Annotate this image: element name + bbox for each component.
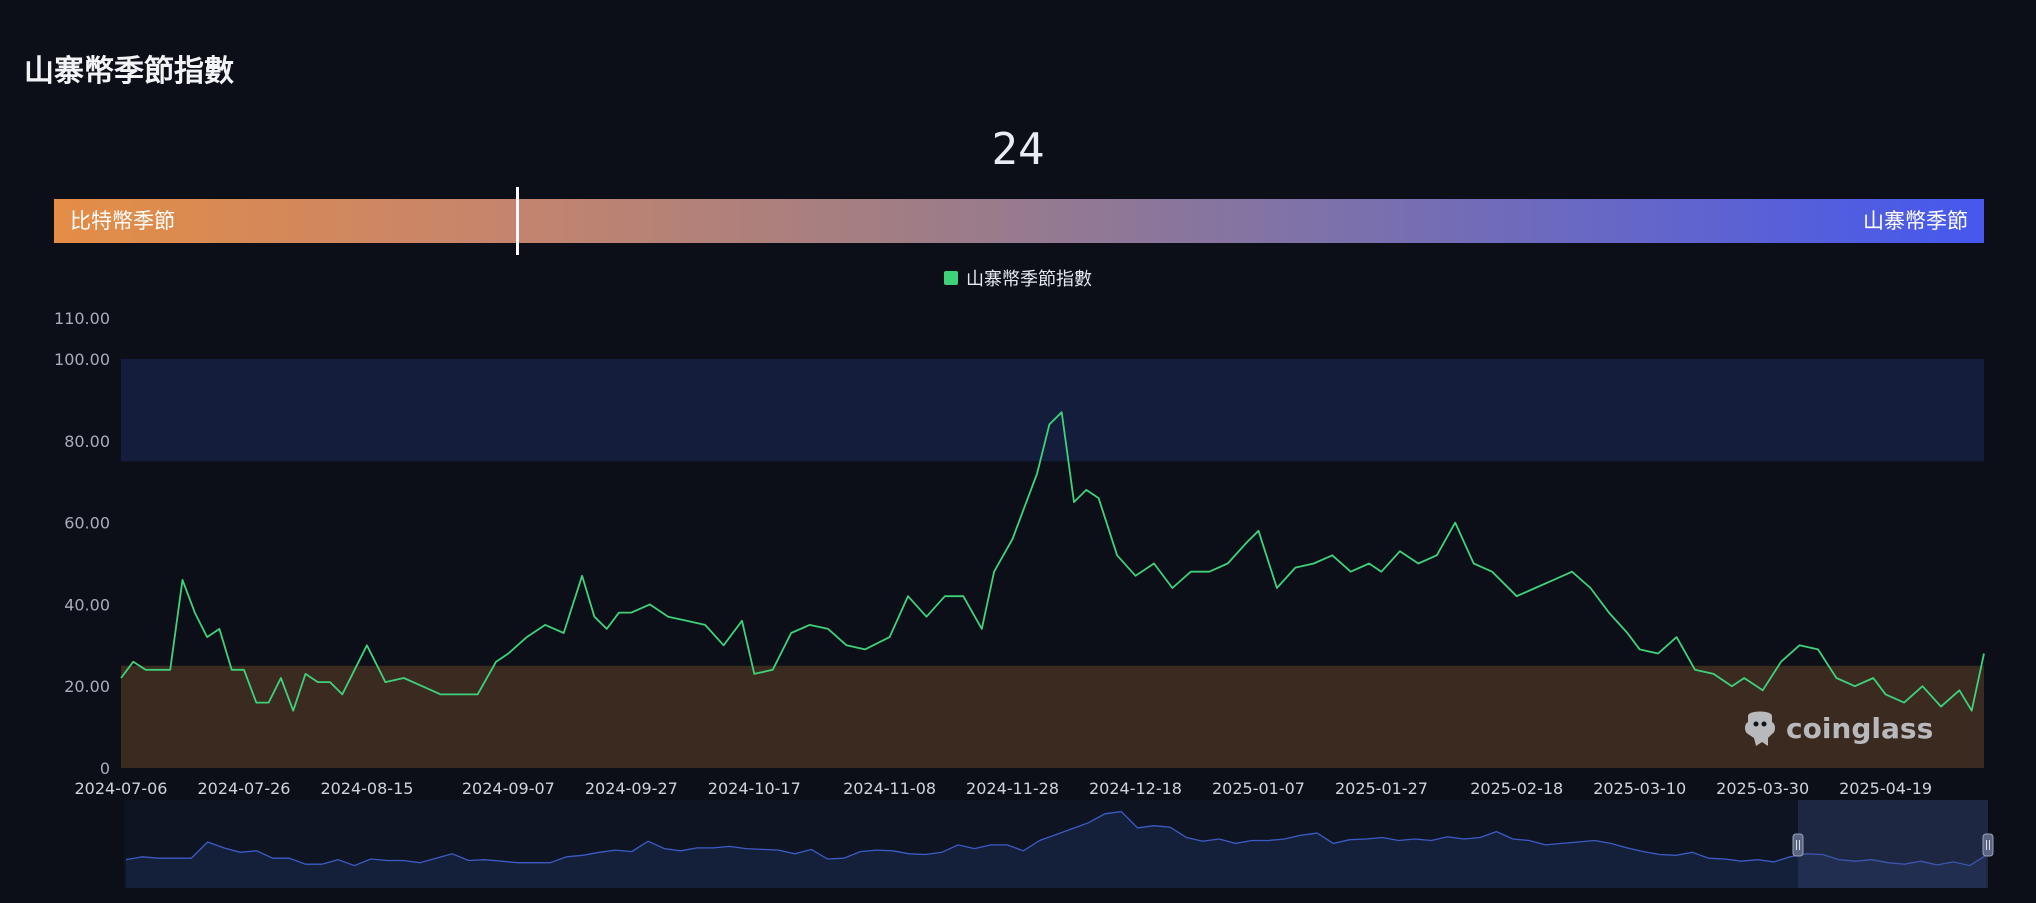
x-tick-label: 2024-10-17 [708,779,801,798]
y-tick-label: 110.00 [54,309,110,328]
y-tick-label: 0 [100,759,110,778]
x-tick-label: 2024-12-18 [1089,779,1182,798]
slider-area [126,811,1986,888]
x-tick-label: 2025-03-10 [1593,779,1686,798]
legend-swatch [944,271,958,285]
series-line [120,411,1985,712]
x-axis: 2024-07-06 2024-07-26 2024-08-15 2024-09-07… [75,779,1933,798]
y-tick-label: 100.00 [54,350,110,369]
coinglass-logo-icon [1745,711,1775,746]
gauge-bar: 比特幣季節 山寨幣季節 [54,199,1984,243]
x-tick-label: 2025-04-19 [1839,779,1932,798]
x-tick-label: 2025-03-30 [1716,779,1809,798]
y-tick-label: 40.00 [64,595,110,614]
band-1 [121,665,1984,768]
gauge-marker [516,187,520,255]
x-tick-label: 2025-02-18 [1470,779,1563,798]
page-title: 山寨幣季節指數 [24,54,234,89]
slider-handle-left[interactable] [1792,833,1804,857]
watermark: coinglass [1742,708,1933,748]
chart-bands [121,359,1984,768]
band-0 [121,359,1984,462]
x-tick-label: 2024-11-08 [843,779,936,798]
slider-handle-right[interactable] [1982,833,1994,857]
x-tick-label: 2024-09-27 [585,779,678,798]
gauge-value: 24 [991,124,1045,175]
x-tick-label: 2025-01-07 [1212,779,1305,798]
data-zoom-slider [124,800,1994,888]
x-tick-label: 2024-09-07 [462,779,555,798]
gauge-label-bitcoin-season: 比特幣季節 [70,209,175,233]
x-tick-label: 2024-08-15 [320,779,413,798]
y-tick-label: 80.00 [64,432,110,451]
y-tick-label: 60.00 [64,514,110,533]
chart-series [120,411,1985,712]
legend-label: 山寨幣季節指數 [966,269,1092,290]
watermark-text: coinglass [1786,711,1934,745]
gauge-label-altcoin-season: 山寨幣季節 [1863,209,1968,233]
y-tick-label: 20.00 [64,677,110,696]
slider-line [125,810,1987,867]
x-tick-label: 2024-07-26 [197,779,290,798]
x-tick-label: 2025-01-27 [1335,779,1428,798]
y-axis: 0 20.00 40.00 60.00 80.00 100.00 110.00 [54,309,110,778]
legend[interactable]: 山寨幣季節指數 [0,265,2036,291]
x-tick-label: 2024-11-28 [966,779,1059,798]
legend-item[interactable]: 山寨幣季節指數 [944,265,1092,291]
slider-selection[interactable] [1798,800,1988,888]
x-tick-label: 2024-07-06 [75,779,168,798]
